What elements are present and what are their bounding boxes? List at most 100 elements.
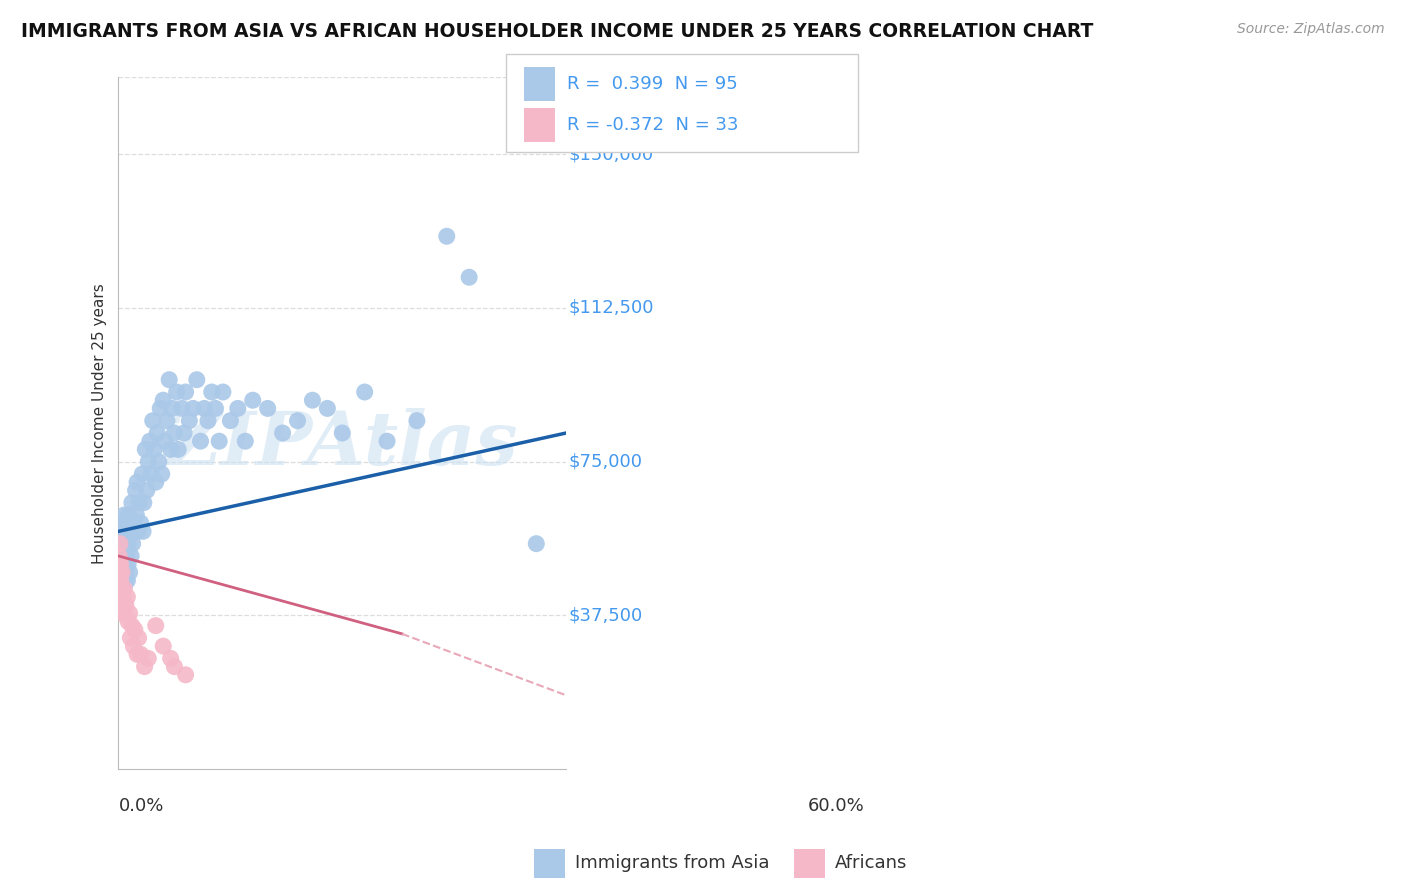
Point [124, 623, 146, 637]
Text: Africans: Africans [835, 855, 907, 872]
Point [150, 467, 173, 481]
Point [129, 516, 152, 531]
Point [108, 590, 131, 604]
Point [108, 566, 131, 580]
Point [122, 516, 145, 531]
Text: ZIPAtlas: ZIPAtlas [166, 408, 517, 480]
Point [125, 508, 148, 522]
Text: 60.0%: 60.0% [808, 797, 865, 814]
Point [128, 496, 150, 510]
Point [152, 393, 174, 408]
Point [149, 401, 172, 416]
Point [108, 569, 131, 583]
Point [111, 516, 134, 531]
Point [233, 434, 256, 449]
Point [110, 528, 132, 542]
Point [201, 384, 224, 399]
Point [128, 631, 150, 645]
Point [120, 549, 142, 563]
Point [111, 566, 134, 580]
Point [110, 574, 132, 588]
Point [111, 582, 134, 596]
Point [204, 401, 226, 416]
Point [110, 557, 132, 571]
Point [117, 557, 139, 571]
Text: 0.0%: 0.0% [118, 797, 165, 814]
Y-axis label: Householder Income Under 25 years: Householder Income Under 25 years [93, 283, 107, 564]
Point [124, 483, 146, 498]
Point [108, 536, 131, 550]
Point [132, 496, 155, 510]
Point [121, 536, 143, 550]
Text: $150,000: $150,000 [568, 145, 654, 163]
Text: R = -0.372  N = 33: R = -0.372 N = 33 [567, 116, 738, 134]
Point [110, 582, 132, 596]
Point [117, 574, 139, 588]
Point [127, 475, 149, 490]
Point [120, 524, 142, 539]
Text: IMMIGRANTS FROM ASIA VS AFRICAN HOUSEHOLDER INCOME UNDER 25 YEARS CORRELATION CH: IMMIGRANTS FROM ASIA VS AFRICAN HOUSEHOL… [21, 22, 1094, 41]
Point [458, 270, 481, 285]
Point [256, 401, 278, 416]
Point [112, 557, 135, 571]
Point [110, 574, 132, 588]
Point [108, 549, 131, 563]
Point [157, 373, 180, 387]
Point [115, 536, 138, 550]
Text: Source: ZipAtlas.com: Source: ZipAtlas.com [1237, 22, 1385, 37]
Point [111, 549, 134, 563]
Point [122, 639, 145, 653]
Point [353, 384, 375, 399]
Point [110, 557, 132, 571]
Point [136, 651, 159, 665]
Point [208, 434, 231, 449]
Point [153, 434, 176, 449]
Point [117, 615, 139, 629]
Point [134, 659, 156, 673]
Point [115, 566, 138, 580]
Point [135, 483, 157, 498]
Point [127, 524, 149, 539]
Point [118, 607, 141, 621]
Point [111, 590, 134, 604]
Point [143, 442, 166, 457]
Point [120, 631, 142, 645]
Point [406, 414, 429, 428]
Point [118, 508, 141, 522]
Point [166, 384, 188, 399]
Point [193, 401, 215, 416]
Point [108, 569, 131, 583]
Point [159, 651, 181, 665]
Point [115, 524, 138, 539]
Point [190, 434, 212, 449]
Point [117, 536, 139, 550]
Point [271, 425, 294, 440]
Point [163, 659, 186, 673]
Point [121, 618, 143, 632]
Point [139, 434, 162, 449]
Point [212, 384, 235, 399]
Point [112, 582, 135, 596]
Point [146, 425, 169, 440]
Point [108, 566, 131, 580]
Point [170, 401, 193, 416]
Point [111, 561, 134, 575]
Point [173, 425, 195, 440]
Point [108, 557, 131, 571]
Point [112, 536, 135, 550]
Point [114, 574, 136, 588]
Point [174, 668, 197, 682]
Point [127, 648, 149, 662]
Point [142, 414, 165, 428]
Point [134, 442, 156, 457]
Point [117, 590, 139, 604]
Point [179, 414, 201, 428]
Point [117, 516, 139, 531]
Point [301, 393, 323, 408]
Point [141, 467, 163, 481]
Point [115, 598, 138, 612]
Point [111, 607, 134, 621]
Point [112, 508, 135, 522]
Point [115, 549, 138, 563]
Point [108, 549, 131, 563]
